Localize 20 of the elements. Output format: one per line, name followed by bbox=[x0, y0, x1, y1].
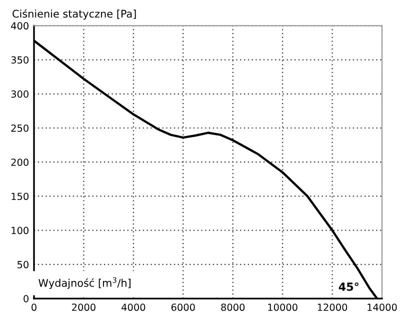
y-axis-title: Ciśnienie statyczne [Pa] bbox=[12, 9, 136, 20]
y-tick-label: 150 bbox=[12, 192, 28, 200]
y-tick-label: 250 bbox=[11, 124, 28, 132]
x-tick-label: 12000 bbox=[318, 304, 348, 311]
y-tick-label: 0 bbox=[24, 295, 28, 302]
x-tick-label: 4000 bbox=[122, 304, 146, 311]
annotation: 45° bbox=[338, 282, 358, 291]
x-tick-label: 6000 bbox=[171, 304, 195, 311]
x-tick-label: 0 bbox=[32, 304, 36, 311]
x-axis-title: Wydajność [m$^{3}$/h] bbox=[38, 277, 130, 289]
y-tick-label: 300 bbox=[11, 90, 28, 98]
y-tick-label: 50 bbox=[18, 260, 28, 268]
y-tick-label: 200 bbox=[11, 158, 28, 166]
x-tick-label: 8000 bbox=[221, 304, 245, 311]
y-tick-label: 350 bbox=[11, 56, 28, 64]
x-tick-label: 2000 bbox=[72, 304, 96, 311]
y-tick-label: 100 bbox=[12, 226, 28, 234]
x-tick-label: 10000 bbox=[268, 304, 298, 311]
y-tick-label: 400 bbox=[11, 22, 28, 30]
x-tick-label: 14000 bbox=[368, 304, 397, 311]
